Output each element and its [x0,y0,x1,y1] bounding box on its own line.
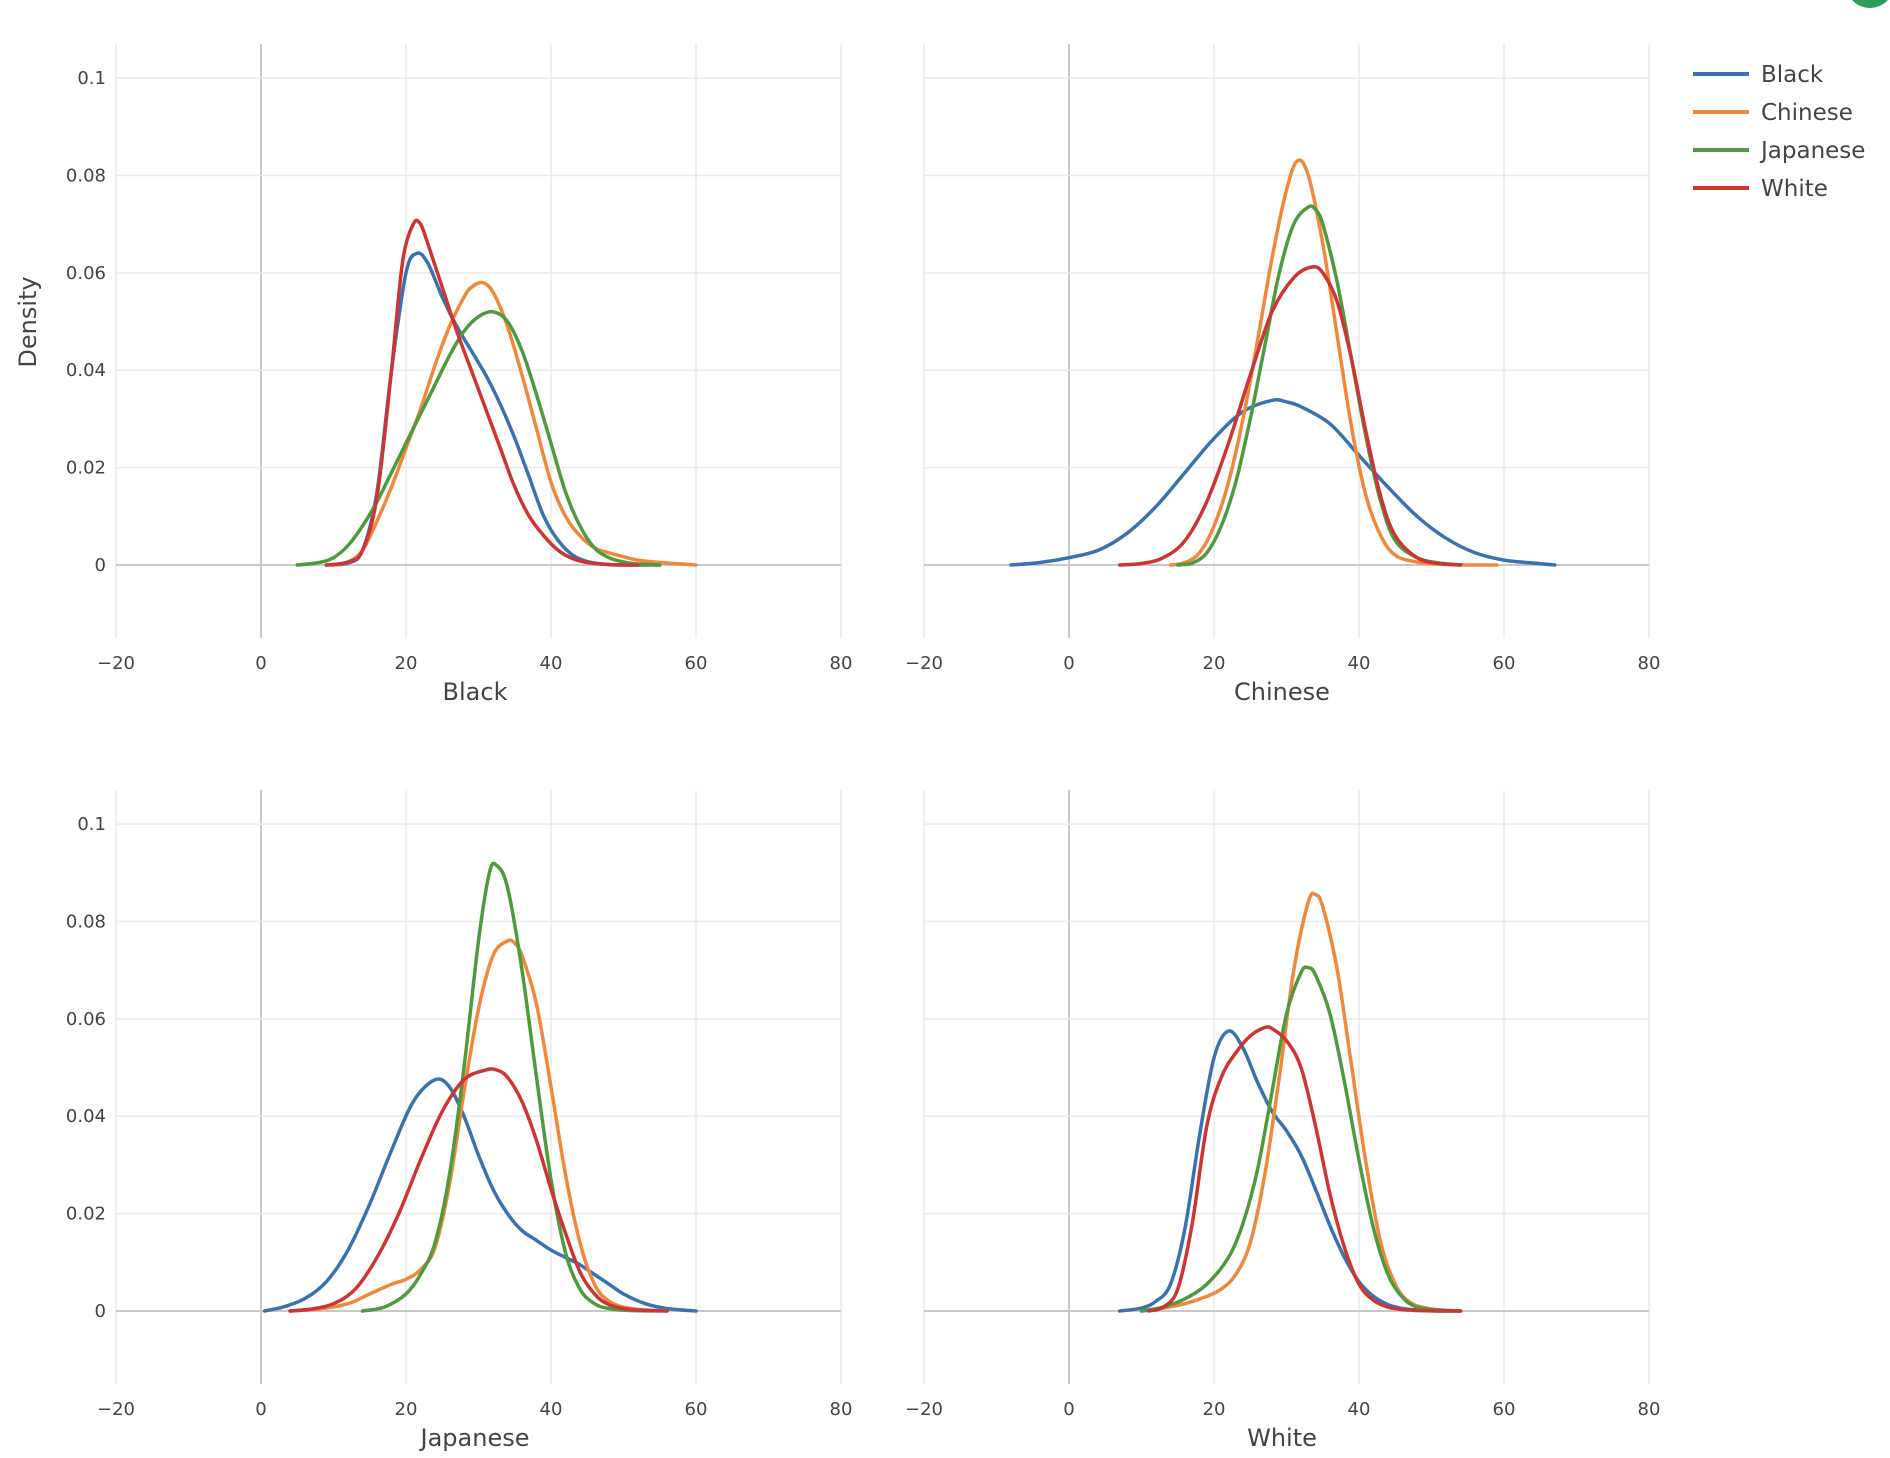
series-line-japanese[interactable] [295,309,662,567]
y-axis-title: Density [14,276,42,367]
x-axis-title: White [1247,1424,1317,1452]
x-tick-label: 80 [830,1399,853,1420]
facet-panel-top-right: −20 0 20 40 60 80 Chinese [905,44,1660,706]
series-line-chinese[interactable] [331,280,698,567]
series-line-white[interactable] [1118,265,1463,567]
y-tick-label: 0 [95,555,106,576]
x-tick-label: 0 [1063,1399,1074,1420]
legend-item-japanese[interactable]: Japanese [1693,138,1865,164]
x-tick-label: 60 [1493,653,1516,674]
y-tick-label: 0.06 [66,263,106,284]
x-tick-label: 80 [1638,653,1661,674]
series-line-chinese[interactable] [1168,158,1499,567]
x-axis-title: Chinese [1234,678,1330,706]
x-tick-label: 20 [395,653,418,674]
legend-label: Japanese [1759,138,1865,164]
x-tick-label: −20 [905,1399,943,1420]
x-tick-label: 20 [1203,653,1226,674]
legend-item-black[interactable]: Black [1693,62,1824,88]
y-tick-label: 0.06 [66,1009,106,1030]
x-tick-label: −20 [97,653,135,674]
y-tick-label: 0 [95,1301,106,1322]
legend-label: Black [1761,62,1824,88]
y-tick-label: 0.08 [66,165,106,186]
x-tick-label: 40 [1348,653,1371,674]
series-line-japanese[interactable] [1176,204,1463,567]
series-line-chinese[interactable] [1139,891,1463,1313]
x-tick-label: 80 [1638,1399,1661,1420]
legend-label: Chinese [1761,100,1853,126]
series-line-black[interactable] [1118,1029,1463,1313]
x-tick-label: 60 [1493,1399,1516,1420]
x-tick-label: 0 [255,1399,266,1420]
y-tick-label: 0.04 [66,360,106,381]
x-tick-label: −20 [97,1399,135,1420]
series-line-white[interactable] [1147,1025,1463,1313]
x-tick-label: 80 [830,653,853,674]
x-tick-label: 40 [540,1399,563,1420]
legend[interactable]: Black Chinese Japanese White [1693,62,1865,202]
series-line-japanese[interactable] [1139,965,1463,1313]
x-tick-label: 20 [1203,1399,1226,1420]
facet-panels: −20 0 20 40 60 8000.020.040.060.080.1Black−20… [66,44,1660,1452]
series-line-white[interactable] [288,1067,669,1313]
x-tick-label: 20 [395,1399,418,1420]
series-line-black[interactable] [262,1077,698,1313]
y-tick-label: 0.08 [66,911,106,932]
series-line-black[interactable] [324,251,662,567]
y-tick-label: 0.02 [66,458,106,479]
y-tick-label: 0.1 [77,814,106,835]
legend-item-white[interactable]: White [1693,176,1828,202]
x-tick-label: 40 [540,653,563,674]
x-tick-label: 60 [685,653,708,674]
y-tick-label: 0.02 [66,1204,106,1225]
facet-panel-top-left: −20 0 20 40 60 80 0 0.02 0.04 0.06 0.08 0.1 Black [66,44,853,706]
series-line-black[interactable] [1009,398,1557,567]
x-tick-label: 40 [1348,1399,1371,1420]
facet-panel-bottom-left: −20 0 20 40 60 80 0 0.02 0.04 0.06 0.08 0.1 Japanese [66,790,853,1452]
series-line-japanese[interactable] [360,861,662,1313]
y-tick-label: 0.1 [77,68,106,89]
legend-item-chinese[interactable]: Chinese [1693,100,1853,126]
x-tick-label: 60 [685,1399,708,1420]
x-tick-label: 0 [1063,653,1074,674]
x-axis-title: Black [443,678,508,706]
x-tick-label: −20 [905,653,943,674]
x-tick-label: 0 [255,653,266,674]
series-line-chinese[interactable] [288,938,669,1313]
facet-panel-bottom-right: −20 0 20 40 60 80 White [905,790,1660,1452]
legend-label: White [1761,176,1828,202]
x-axis-title: Japanese [419,1424,530,1452]
y-tick-label: 0.04 [66,1106,106,1127]
series-line-white[interactable] [324,218,640,567]
corner-avatar-icon[interactable] [1846,0,1890,8]
